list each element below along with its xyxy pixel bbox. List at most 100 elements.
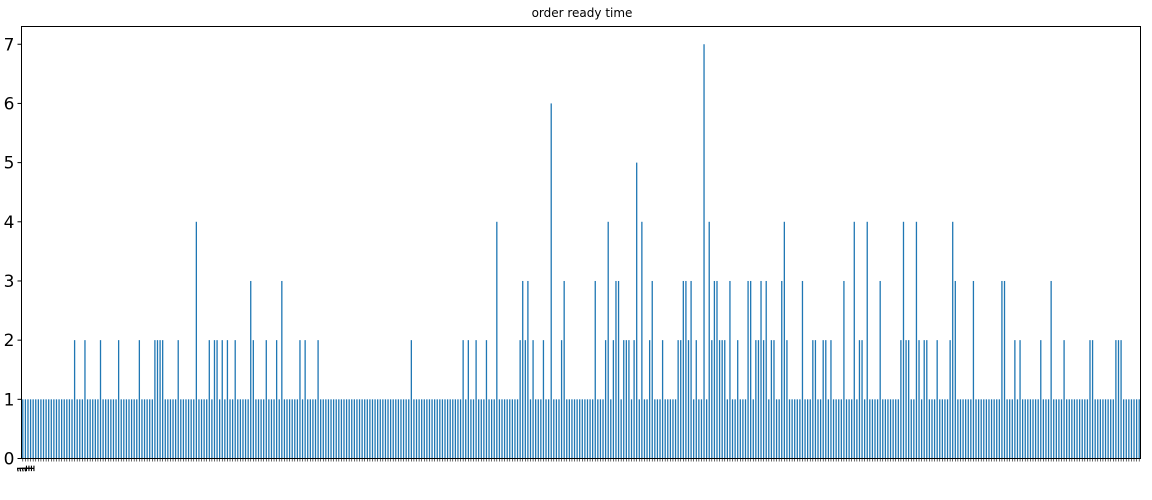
y-tick-label: 5 bbox=[4, 154, 15, 174]
bar bbox=[278, 399, 280, 459]
bar bbox=[718, 340, 721, 459]
bar bbox=[685, 280, 687, 459]
bar bbox=[231, 399, 234, 459]
bar bbox=[970, 399, 972, 459]
bar bbox=[242, 399, 244, 459]
bar bbox=[410, 340, 412, 459]
bar bbox=[747, 280, 749, 459]
bar bbox=[291, 399, 293, 459]
bar bbox=[744, 399, 747, 459]
bar bbox=[659, 399, 661, 459]
bar bbox=[40, 399, 42, 459]
bar bbox=[400, 399, 402, 459]
bar bbox=[86, 399, 89, 459]
bar bbox=[475, 340, 477, 459]
bar bbox=[112, 399, 115, 459]
bar bbox=[389, 399, 392, 459]
bar bbox=[835, 399, 837, 459]
y-tick-label: 4 bbox=[4, 213, 15, 233]
bar bbox=[729, 280, 731, 459]
bar bbox=[294, 399, 296, 459]
bar bbox=[213, 340, 216, 459]
bar bbox=[908, 340, 910, 459]
bar bbox=[27, 399, 29, 459]
bar bbox=[781, 280, 783, 459]
bar bbox=[273, 399, 275, 459]
bar bbox=[967, 399, 969, 459]
bar bbox=[1009, 399, 1011, 459]
bar bbox=[446, 399, 449, 459]
bar bbox=[382, 399, 384, 459]
bar bbox=[462, 340, 464, 459]
x-tick-label: 1 bbox=[18, 465, 33, 473]
bar bbox=[514, 399, 516, 459]
plot-frame bbox=[21, 26, 1141, 459]
bar bbox=[211, 399, 213, 459]
bar bbox=[133, 399, 135, 459]
bar bbox=[81, 399, 84, 459]
bar bbox=[708, 221, 710, 459]
bar bbox=[340, 399, 343, 459]
bar bbox=[946, 399, 949, 459]
bar bbox=[208, 340, 210, 459]
bar bbox=[983, 399, 985, 459]
bar bbox=[358, 399, 361, 459]
bar bbox=[773, 340, 775, 459]
bar bbox=[920, 399, 923, 459]
bar bbox=[58, 399, 60, 459]
bar bbox=[998, 399, 1000, 459]
bar bbox=[566, 399, 568, 459]
bar bbox=[61, 399, 63, 459]
bar bbox=[1058, 399, 1060, 459]
bar bbox=[592, 399, 594, 459]
bar bbox=[434, 399, 436, 459]
bar bbox=[695, 340, 697, 459]
bar bbox=[1076, 399, 1078, 459]
bar bbox=[174, 399, 177, 459]
bar bbox=[454, 399, 457, 459]
bar bbox=[320, 399, 322, 459]
bar bbox=[379, 399, 381, 459]
bar bbox=[990, 399, 993, 459]
bar bbox=[617, 280, 620, 459]
bar bbox=[115, 399, 117, 459]
bar bbox=[1006, 399, 1008, 459]
bar bbox=[796, 399, 798, 459]
bar bbox=[661, 340, 664, 459]
bar bbox=[939, 399, 941, 459]
bar bbox=[24, 399, 27, 459]
bar bbox=[843, 280, 845, 459]
y-tick-label: 7 bbox=[4, 35, 15, 55]
bar bbox=[1071, 399, 1073, 459]
bar bbox=[734, 399, 736, 459]
bar bbox=[737, 340, 739, 459]
bar bbox=[755, 340, 757, 459]
bar bbox=[325, 399, 327, 459]
bar bbox=[146, 399, 148, 459]
bar bbox=[1094, 399, 1096, 459]
bar bbox=[307, 399, 309, 459]
bar bbox=[817, 399, 819, 459]
y-tick-label: 0 bbox=[4, 450, 15, 470]
bar bbox=[483, 399, 485, 459]
bar bbox=[322, 399, 324, 459]
bar bbox=[332, 399, 335, 459]
bar bbox=[136, 399, 138, 459]
bar bbox=[195, 221, 197, 459]
bar bbox=[501, 399, 503, 459]
bar bbox=[845, 399, 848, 459]
bar bbox=[1107, 399, 1109, 459]
bar bbox=[731, 399, 734, 459]
bar bbox=[180, 399, 182, 459]
bar bbox=[485, 340, 488, 459]
bar bbox=[897, 399, 899, 459]
bar bbox=[252, 340, 254, 459]
bar bbox=[1003, 280, 1006, 459]
bar bbox=[457, 399, 459, 459]
bar bbox=[169, 399, 172, 459]
bar bbox=[314, 399, 317, 459]
bar bbox=[312, 399, 314, 459]
bar bbox=[1055, 399, 1057, 459]
bar bbox=[522, 280, 524, 459]
